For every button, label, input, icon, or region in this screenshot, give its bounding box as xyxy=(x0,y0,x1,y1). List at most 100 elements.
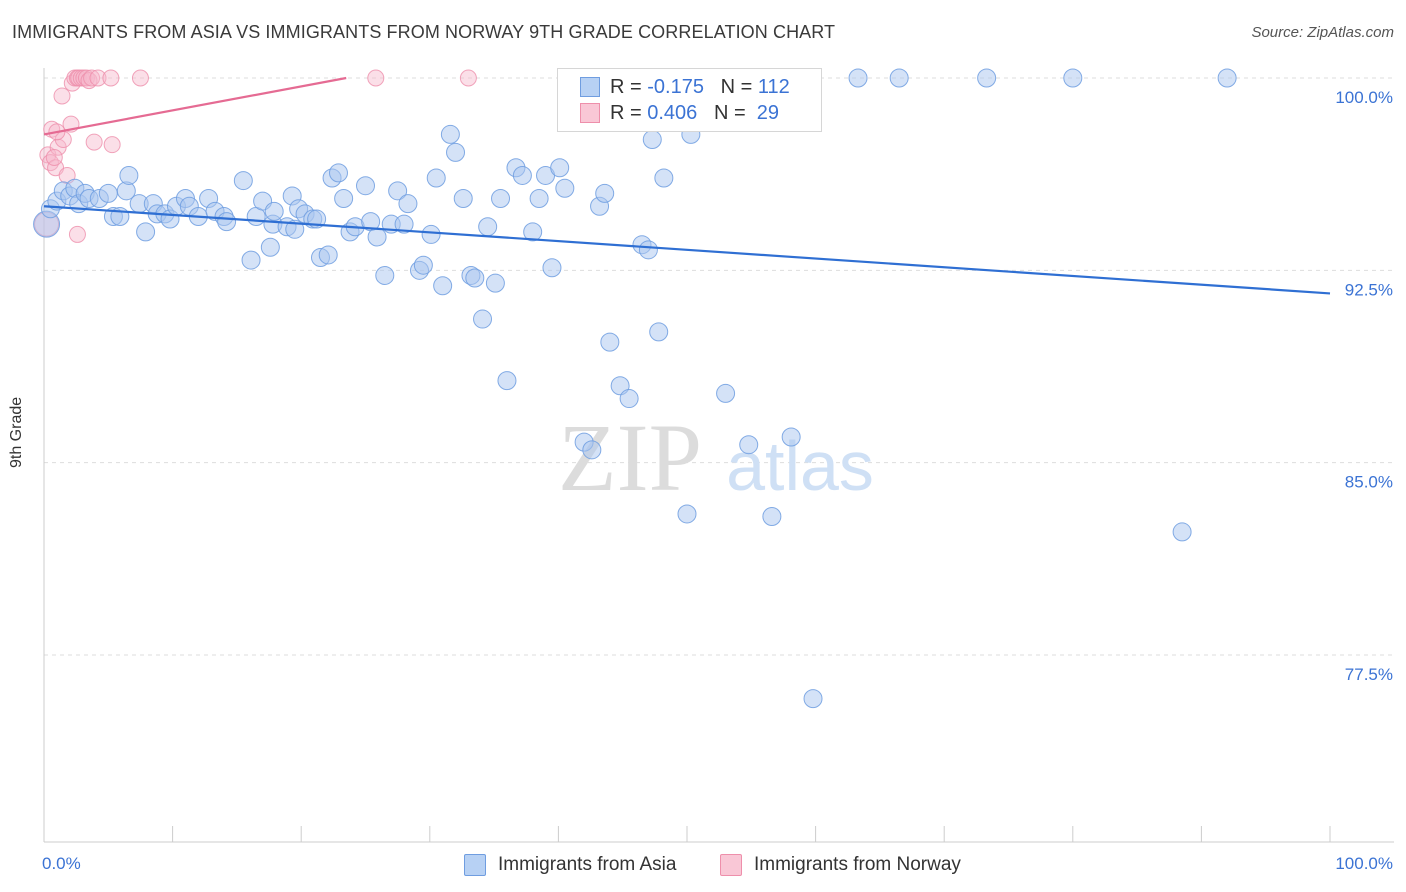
asia-points xyxy=(33,68,1237,709)
asia-point xyxy=(781,427,801,447)
asia-point xyxy=(328,163,348,183)
asia-point xyxy=(716,383,736,403)
legend-item-asia: Immigrants from Asia xyxy=(464,852,676,878)
tick-labels: 77.5% 85.0% 92.5% 100.0% 0.0% 100.0% xyxy=(42,88,1393,873)
trend-lines xyxy=(43,76,1331,295)
norway-swatch xyxy=(580,103,600,123)
asia-point xyxy=(638,240,658,260)
asia-point xyxy=(1063,68,1083,88)
asia-point xyxy=(542,258,562,278)
y-tick-label-1: 85.0% xyxy=(1345,473,1393,492)
asia-point xyxy=(803,689,823,709)
norway-point xyxy=(131,69,149,87)
asia-point xyxy=(426,168,446,188)
asia-point xyxy=(388,181,408,201)
asia-point xyxy=(512,165,532,185)
stats-legend: R = -0.175 N = 112 R = 0.406 N = 29 xyxy=(557,68,822,132)
asia-point xyxy=(977,68,997,88)
asia-point xyxy=(529,189,549,209)
norway-point xyxy=(68,225,86,243)
asia-point xyxy=(98,183,118,203)
asia-point xyxy=(433,276,453,296)
asia-point xyxy=(241,250,261,270)
asia-point xyxy=(356,176,375,196)
legend-asia-swatch xyxy=(464,854,486,876)
asia-point xyxy=(739,435,759,455)
asia-point xyxy=(595,183,615,203)
asia-point xyxy=(889,68,909,88)
y-tick-label-0: 77.5% xyxy=(1345,665,1393,684)
axes xyxy=(43,68,1394,843)
asia-point xyxy=(762,507,782,527)
asia-point xyxy=(491,189,511,209)
asia-point xyxy=(465,268,485,288)
chart-source: Source: ZipAtlas.com xyxy=(1251,24,1394,41)
legend-item-norway: Immigrants from Norway xyxy=(720,852,961,878)
asia-point xyxy=(453,189,473,209)
y-tick-label-3: 100.0% xyxy=(1335,88,1393,107)
asia-point xyxy=(446,142,466,162)
asia-point xyxy=(1217,68,1237,88)
asia-point xyxy=(285,219,305,239)
asia-point xyxy=(473,309,493,329)
legend-norway-label: Immigrants from Norway xyxy=(754,854,961,875)
asia-point xyxy=(119,165,139,185)
y-axis-label: 9th Grade xyxy=(8,396,25,468)
asia-r-label: R = xyxy=(610,75,642,98)
watermark-zip: ZIP xyxy=(558,404,702,511)
asia-point xyxy=(413,255,433,275)
asia-point xyxy=(1172,522,1192,542)
asia-point xyxy=(649,322,669,342)
stats-legend-asia: R = -0.175 N = 112 xyxy=(580,75,790,99)
asia-n-value: 112 xyxy=(757,75,790,98)
asia-point xyxy=(497,371,517,391)
asia-swatch xyxy=(580,77,600,97)
asia-point xyxy=(478,217,498,237)
asia-point xyxy=(555,178,575,198)
norway-point xyxy=(102,69,120,87)
asia-point xyxy=(367,227,387,247)
asia-point xyxy=(600,332,620,352)
asia-point xyxy=(848,68,868,88)
norway-point xyxy=(45,148,63,166)
norway-trend-line xyxy=(43,76,347,136)
asia-point xyxy=(440,124,460,144)
asia-point xyxy=(264,201,284,221)
asia-point xyxy=(654,168,674,188)
asia-trend-line xyxy=(43,205,1331,295)
x-tick-label-1: 100.0% xyxy=(1335,854,1393,873)
norway-point xyxy=(77,69,95,87)
norway-point xyxy=(459,69,477,87)
norway-r-value: 0.406 xyxy=(647,101,698,124)
asia-n-label: N = xyxy=(720,75,753,98)
asia-point xyxy=(334,189,354,209)
asia-point xyxy=(485,273,505,293)
asia-point xyxy=(233,171,253,191)
norway-n-value: 29 xyxy=(756,101,780,124)
norway-point xyxy=(53,87,71,105)
asia-point xyxy=(394,214,414,234)
chart-title: IMMIGRANTS FROM ASIA VS IMMIGRANTS FROM … xyxy=(12,22,836,42)
asia-point xyxy=(421,224,441,244)
legend-asia-label: Immigrants from Asia xyxy=(498,854,677,875)
asia-point xyxy=(677,504,697,524)
asia-point xyxy=(582,440,602,460)
stats-legend-norway: R = 0.406 N = 29 xyxy=(580,101,779,125)
asia-point xyxy=(318,245,338,265)
legend-norway-swatch xyxy=(720,854,742,876)
asia-point xyxy=(398,194,418,214)
y-tick-label-2: 92.5% xyxy=(1345,280,1393,299)
norway-point xyxy=(83,69,101,87)
norway-point xyxy=(89,69,107,87)
asia-point xyxy=(550,158,570,178)
asia-point xyxy=(136,222,156,242)
asia-point xyxy=(260,237,280,257)
asia-point xyxy=(217,212,237,232)
asia-point xyxy=(642,130,662,150)
norway-point xyxy=(367,69,385,87)
asia-point xyxy=(619,389,639,409)
norway-point xyxy=(103,136,121,154)
norway-point xyxy=(85,133,103,151)
gridlines xyxy=(44,77,1394,656)
